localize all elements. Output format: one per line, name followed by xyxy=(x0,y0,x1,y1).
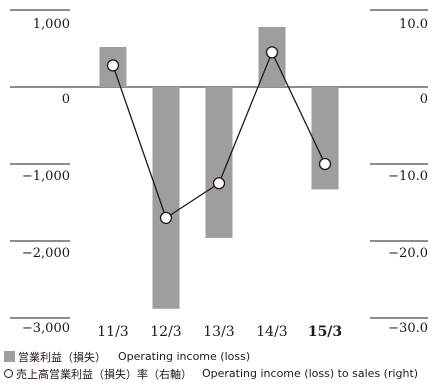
bar-15/3 xyxy=(311,87,339,190)
ratio-point-13/3 xyxy=(212,177,226,190)
category-label: 13/3 xyxy=(203,324,234,340)
ratio-point-14/3 xyxy=(265,46,279,59)
category-label: 12/3 xyxy=(150,324,181,340)
line-series xyxy=(106,46,332,225)
ratio-point-11/3 xyxy=(106,59,120,72)
ratio-point-15/3 xyxy=(318,157,332,171)
category-label-current: 15/3 xyxy=(308,324,342,340)
right-tick-label: 0 xyxy=(420,92,428,107)
bar-series xyxy=(99,26,339,309)
legend-item-line: 売上高営業利益（損失）率（右軸） Operating income (loss)… xyxy=(4,365,432,382)
right-axis: 10.0 0 −10.0 −20.0 −30.0 xyxy=(370,9,428,336)
ratio-point-12/3 xyxy=(159,211,173,225)
right-tick-label: −30.0 xyxy=(388,321,428,336)
legend: 営業利益（損失） Operating income (loss) 売上高営業利益… xyxy=(4,348,432,382)
bar-swatch-icon xyxy=(4,351,15,362)
left-tick-label: −2,000 xyxy=(22,246,70,261)
bar-12/3 xyxy=(152,87,180,309)
left-tick-label: −3,000 xyxy=(22,321,70,336)
legend-line-en: Operating income (loss) to sales (right) xyxy=(202,367,419,380)
legend-bar-en: Operating income (loss) xyxy=(118,350,251,363)
right-tick-label: −10.0 xyxy=(388,169,428,184)
circle-marker-icon xyxy=(4,369,13,378)
category-label: 14/3 xyxy=(256,324,287,340)
right-tick-label: 10.0 xyxy=(399,17,428,32)
category-axis: 11/3 12/3 13/3 14/3 15/3 xyxy=(97,324,342,340)
left-tick-label: 0 xyxy=(62,92,70,107)
legend-line-jp: 売上高営業利益（損失）率（右軸） xyxy=(16,367,192,381)
category-label: 11/3 xyxy=(97,324,128,340)
bar-13/3 xyxy=(205,87,233,238)
legend-bar-jp: 営業利益（損失） xyxy=(18,350,106,364)
chart: 1,000 0 −1,000 −2,000 −3,000 10.0 0 −10.… xyxy=(10,9,428,340)
legend-item-bar: 営業利益（損失） Operating income (loss) xyxy=(4,348,432,365)
left-axis: 1,000 0 −1,000 −2,000 −3,000 xyxy=(10,9,70,336)
left-tick-label: 1,000 xyxy=(33,17,70,32)
left-tick-label: −1,000 xyxy=(22,169,70,184)
right-tick-label: −20.0 xyxy=(388,246,428,261)
